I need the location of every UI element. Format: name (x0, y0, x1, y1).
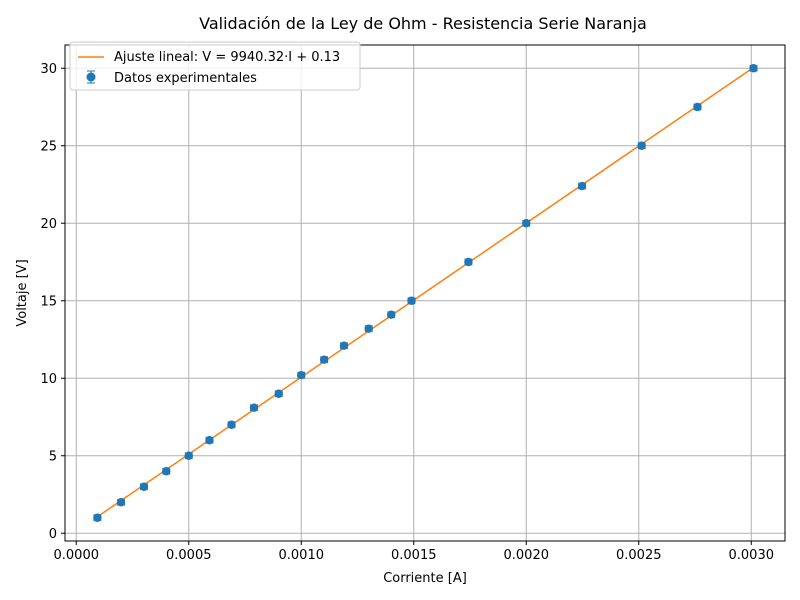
data-marker (577, 181, 587, 191)
data-marker (364, 324, 373, 333)
data-point (637, 141, 646, 150)
chart-title: Validación de la Ley de Ohm - Resistenci… (199, 14, 647, 33)
data-point (93, 513, 102, 522)
data-point (407, 296, 416, 305)
x-tick-label: 0.0015 (391, 548, 437, 563)
data-marker (637, 141, 646, 150)
plot-frame (64, 44, 786, 542)
legend-label-fit: Ajuste lineal: V = 9940.32·I + 0.13 (114, 50, 340, 65)
x-axis-label: Corriente [A] (383, 571, 467, 586)
y-tick-label: 20 (40, 217, 57, 232)
x-tick-label: 0.0005 (166, 548, 212, 563)
legend-label-data: Datos experimentales (114, 71, 257, 86)
data-point (139, 482, 149, 491)
data-marker (162, 467, 171, 476)
data-marker (749, 64, 758, 73)
x-tick-label: 0.0030 (729, 548, 775, 563)
y-tick-label: 30 (40, 62, 57, 77)
data-point (693, 102, 702, 112)
data-marker (320, 355, 329, 364)
data-marker (339, 341, 349, 350)
data-point (577, 181, 587, 191)
x-tick-label: 0.0010 (279, 548, 325, 563)
data-point (387, 310, 396, 319)
data-marker (522, 219, 531, 228)
x-axis-ticks: 0.0000 0.0005 0.0010 0.0015 0.0020 0.0025 0.00… (54, 541, 775, 563)
legend-box (69, 41, 361, 91)
data-marker (93, 513, 102, 522)
data-marker (249, 403, 259, 412)
x-tick-label: 0.0000 (54, 548, 100, 563)
data-marker (464, 257, 473, 267)
y-tick-label: 15 (40, 294, 57, 309)
data-point (464, 257, 473, 267)
data-point (320, 355, 329, 364)
y-tick-label: 10 (40, 372, 57, 387)
data-point (116, 498, 126, 507)
data-marker (139, 482, 149, 491)
data-point (249, 403, 259, 412)
data-point (274, 389, 283, 398)
data-marker (205, 436, 214, 445)
data-marker (274, 389, 283, 398)
y-tick-label: 25 (40, 139, 57, 154)
y-tick-label: 0 (49, 527, 57, 542)
grid (65, 45, 785, 541)
data-point (522, 219, 531, 228)
x-tick-label: 0.0020 (504, 548, 550, 563)
data-point (227, 420, 236, 429)
data-marker (227, 420, 236, 429)
data-marker (693, 102, 702, 112)
data-marker (407, 296, 416, 305)
plot-series (93, 64, 758, 522)
data-marker (297, 370, 306, 380)
data-point (205, 436, 214, 445)
data-marker (387, 310, 396, 319)
y-axis-label: Voltaje [V] (15, 259, 30, 326)
x-tick-label: 0.0025 (616, 548, 662, 563)
fit-line (96, 66, 754, 518)
data-marker (184, 451, 193, 460)
y-tick-label: 5 (49, 449, 57, 464)
data-point (364, 324, 373, 333)
data-marker (116, 498, 126, 507)
data-point (749, 64, 758, 73)
legend: Ajuste lineal: V = 9940.32·I + 0.13 Dato… (69, 41, 361, 91)
legend-errorbar-swatch (86, 70, 96, 84)
data-point (184, 451, 193, 460)
y-axis-ticks: 0 5 10 15 20 25 30 (40, 62, 65, 542)
data-point (162, 467, 171, 476)
data-point (297, 370, 306, 380)
data-point (339, 341, 349, 350)
